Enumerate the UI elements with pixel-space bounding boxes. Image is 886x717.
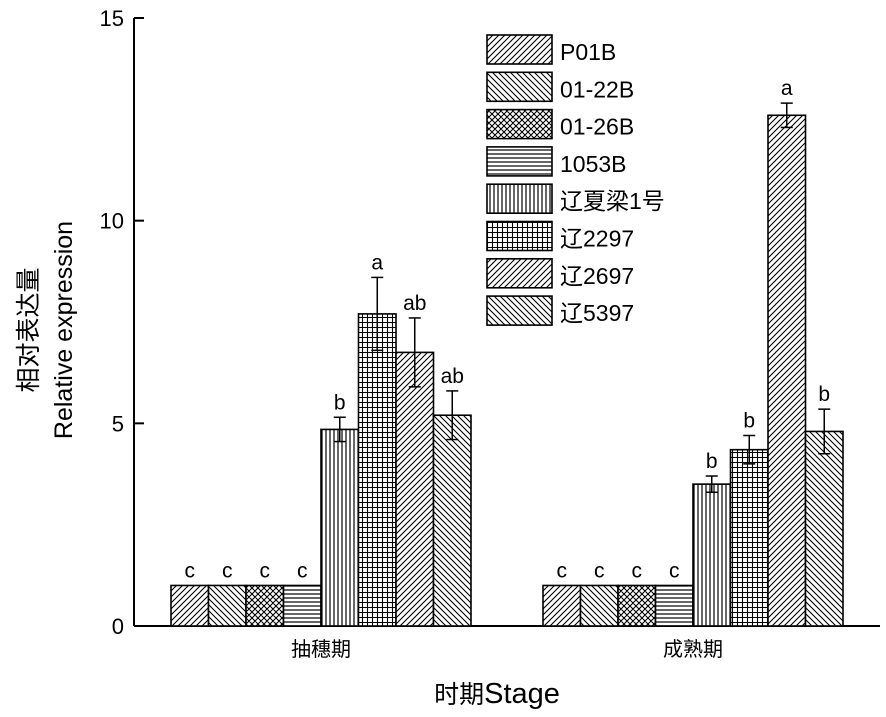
bar: [282, 584, 322, 627]
significance-label: a: [371, 251, 383, 274]
bar: [320, 428, 360, 627]
bar: [357, 313, 397, 627]
y-axis-title-cn: 相对表达量: [15, 267, 43, 392]
bar: [804, 430, 844, 627]
significance-label: b: [706, 450, 718, 473]
y-tick-label: 15: [100, 6, 124, 31]
significance-label: c: [185, 559, 196, 582]
significance-label: c: [297, 559, 308, 582]
legend-label: P01B: [560, 39, 616, 65]
bar: [395, 351, 435, 627]
bar: [207, 584, 247, 627]
bar: [542, 584, 582, 627]
significance-label: b: [818, 383, 830, 406]
x-ticks: 抽穗期 成熟期: [291, 616, 723, 661]
legend-swatch: [486, 183, 553, 214]
significance-label: ab: [403, 292, 426, 315]
legend-label: 辽夏梁1号: [560, 188, 665, 214]
significance-label: c: [669, 559, 680, 582]
bars: [170, 114, 844, 627]
legend-swatch: [486, 295, 553, 326]
significance-label: c: [557, 559, 568, 582]
y-ticks: 0 5 10 15: [100, 6, 144, 639]
legend-label: 辽5397: [560, 300, 634, 326]
x-category-label: 抽穗期: [291, 638, 351, 661]
legend-swatch: [486, 34, 553, 65]
legend-swatch: [486, 108, 553, 140]
bar: [767, 114, 807, 627]
bar: [170, 584, 210, 627]
bar: [654, 584, 694, 627]
bar: [245, 584, 285, 627]
significance-label: c: [632, 559, 643, 582]
legend-label: 01-26B: [560, 114, 634, 140]
legend-swatch: [486, 71, 553, 103]
bar: [617, 584, 657, 627]
bar: [579, 584, 619, 627]
significance-label: c: [260, 559, 271, 582]
x-axis-title-cn: 时期: [434, 681, 484, 709]
y-tick-label: 10: [100, 209, 124, 234]
legend-label: 辽2297: [560, 226, 634, 252]
bar: [432, 414, 472, 627]
legend-label: 01-22B: [560, 76, 634, 102]
x-axis-title: 时期Stage: [434, 678, 560, 710]
bar: [729, 448, 769, 627]
significance-label: b: [743, 409, 755, 432]
bar: [692, 483, 732, 627]
error-bars: [333, 102, 831, 493]
x-category-label: 成熟期: [663, 638, 723, 661]
significance-label: a: [781, 77, 793, 100]
legend-swatch: [486, 146, 553, 177]
x-axis-title-en: Stage: [484, 678, 560, 710]
y-axis-title: Relative expression: [50, 221, 78, 439]
legend-label: 辽2697: [560, 263, 634, 289]
y-tick-label: 5: [112, 411, 124, 436]
legend-swatch: [486, 220, 553, 252]
significance-label: c: [222, 559, 233, 582]
significance-label: b: [334, 391, 346, 414]
significance-label: c: [594, 559, 605, 582]
legend-swatch: [486, 257, 553, 289]
legend-label: 1053B: [560, 151, 627, 177]
significance-label: ab: [441, 365, 464, 388]
y-tick-label: 0: [112, 614, 124, 639]
